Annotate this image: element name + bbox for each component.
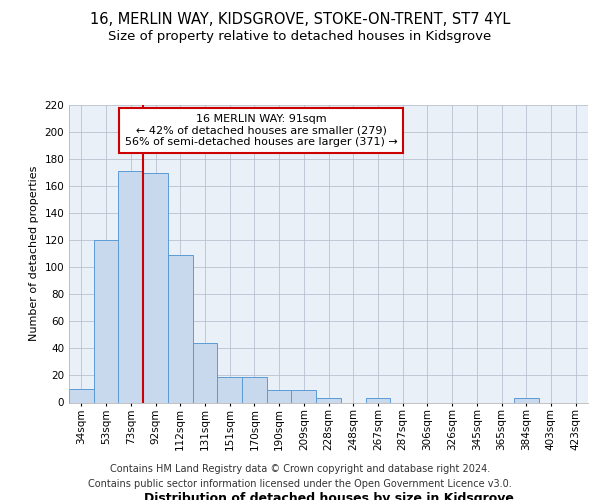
Text: Size of property relative to detached houses in Kidsgrove: Size of property relative to detached ho… (109, 30, 491, 43)
Text: Contains public sector information licensed under the Open Government Licence v3: Contains public sector information licen… (88, 479, 512, 489)
Bar (193, 343, 217, 402)
Y-axis label: Number of detached properties: Number of detached properties (29, 166, 39, 342)
X-axis label: Distribution of detached houses by size in Kidsgrove: Distribution of detached houses by size … (143, 492, 514, 500)
Text: 16 MERLIN WAY: 91sqm
← 42% of detached houses are smaller (279)
56% of semi-deta: 16 MERLIN WAY: 91sqm ← 42% of detached h… (125, 114, 397, 147)
Bar (143, 172, 168, 402)
Bar (118, 172, 143, 402)
Bar (292, 390, 316, 402)
Bar (242, 377, 267, 402)
Bar (267, 390, 292, 402)
Bar (514, 398, 539, 402)
Text: 16, MERLIN WAY, KIDSGROVE, STOKE-ON-TRENT, ST7 4YL: 16, MERLIN WAY, KIDSGROVE, STOKE-ON-TREN… (90, 12, 510, 28)
Bar (365, 398, 390, 402)
Bar (168, 255, 193, 402)
Bar (69, 389, 94, 402)
Bar (94, 240, 118, 402)
Bar (316, 398, 341, 402)
Bar (217, 377, 242, 402)
Text: Contains HM Land Registry data © Crown copyright and database right 2024.: Contains HM Land Registry data © Crown c… (110, 464, 490, 474)
